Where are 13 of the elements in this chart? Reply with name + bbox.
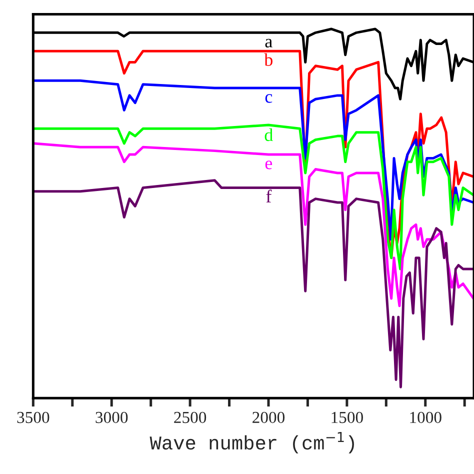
x-tick-label: 1000: [410, 412, 442, 424]
x-tick-label: 1500: [332, 412, 363, 424]
series-label: a: [265, 38, 272, 48]
series-label: f: [266, 190, 272, 202]
x-tick-label: 2500: [174, 412, 206, 424]
series-label: e: [265, 160, 272, 170]
x-tick-label: 3000: [96, 412, 128, 424]
series-label: c: [265, 94, 272, 103]
series-label: d: [264, 128, 273, 142]
x-tick-label: 2000: [252, 412, 285, 424]
x-tick-label: 3500: [17, 412, 50, 424]
x-axis-title: Wave number (cm$^{−1}$): [150, 432, 354, 454]
series-label: b: [264, 53, 272, 66]
